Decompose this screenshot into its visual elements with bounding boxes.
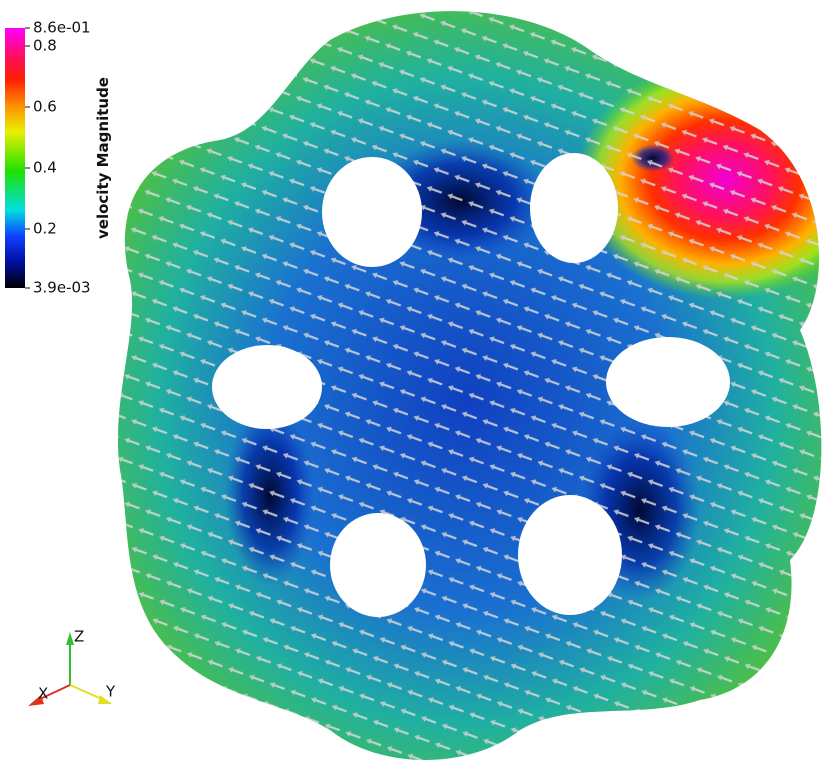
axis-label: Z	[74, 628, 84, 646]
axis-label: Y	[105, 683, 116, 701]
axis-label: X	[38, 685, 48, 703]
colorbar-label: 3.9e-03	[33, 279, 91, 297]
colorbar	[5, 28, 25, 288]
colorbar-label: 0.6	[33, 98, 57, 116]
holes	[212, 153, 730, 617]
axes-triad: Z Y X	[28, 628, 116, 706]
colorbar-label: 0.8	[33, 37, 57, 55]
colorbar-title: velocity Magnitude	[94, 77, 112, 239]
colorbar-ticks	[25, 27, 30, 289]
colorbar-label: 0.2	[33, 220, 57, 238]
colorbar-label: 8.6e-01	[33, 19, 91, 37]
colorbar-label: 0.4	[33, 159, 57, 177]
